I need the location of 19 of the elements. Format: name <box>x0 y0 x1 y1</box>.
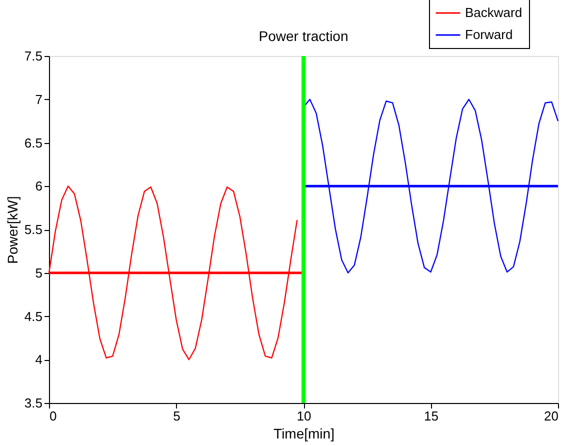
y-tick-label: 3.5 <box>24 396 42 410</box>
chart-title: Power traction <box>258 28 348 44</box>
y-tick-label: 6 <box>35 178 42 194</box>
x-axis-title: Time[min] <box>274 426 334 442</box>
x-tick-label: 15 <box>424 408 438 424</box>
y-tick-label: 7.5 <box>24 48 42 64</box>
y-tick-label: 5.5 <box>24 222 42 237</box>
y-axis-title: Power[kW] <box>4 196 20 264</box>
y-tick-label: 4.5 <box>24 308 42 324</box>
x-tick-label: 10 <box>296 408 312 424</box>
x-tick-label: 20 <box>544 408 558 424</box>
y-tick-label: 5 <box>35 265 42 280</box>
legend-label: Backward <box>465 5 522 20</box>
y-tick-label: 4 <box>35 352 42 368</box>
legend-label: Forward <box>465 27 513 42</box>
x-tick-label: 5 <box>173 408 180 424</box>
y-tick-label: 7 <box>35 92 42 107</box>
x-tick-label: 0 <box>50 408 57 424</box>
y-tick-label: 6.5 <box>24 135 42 150</box>
